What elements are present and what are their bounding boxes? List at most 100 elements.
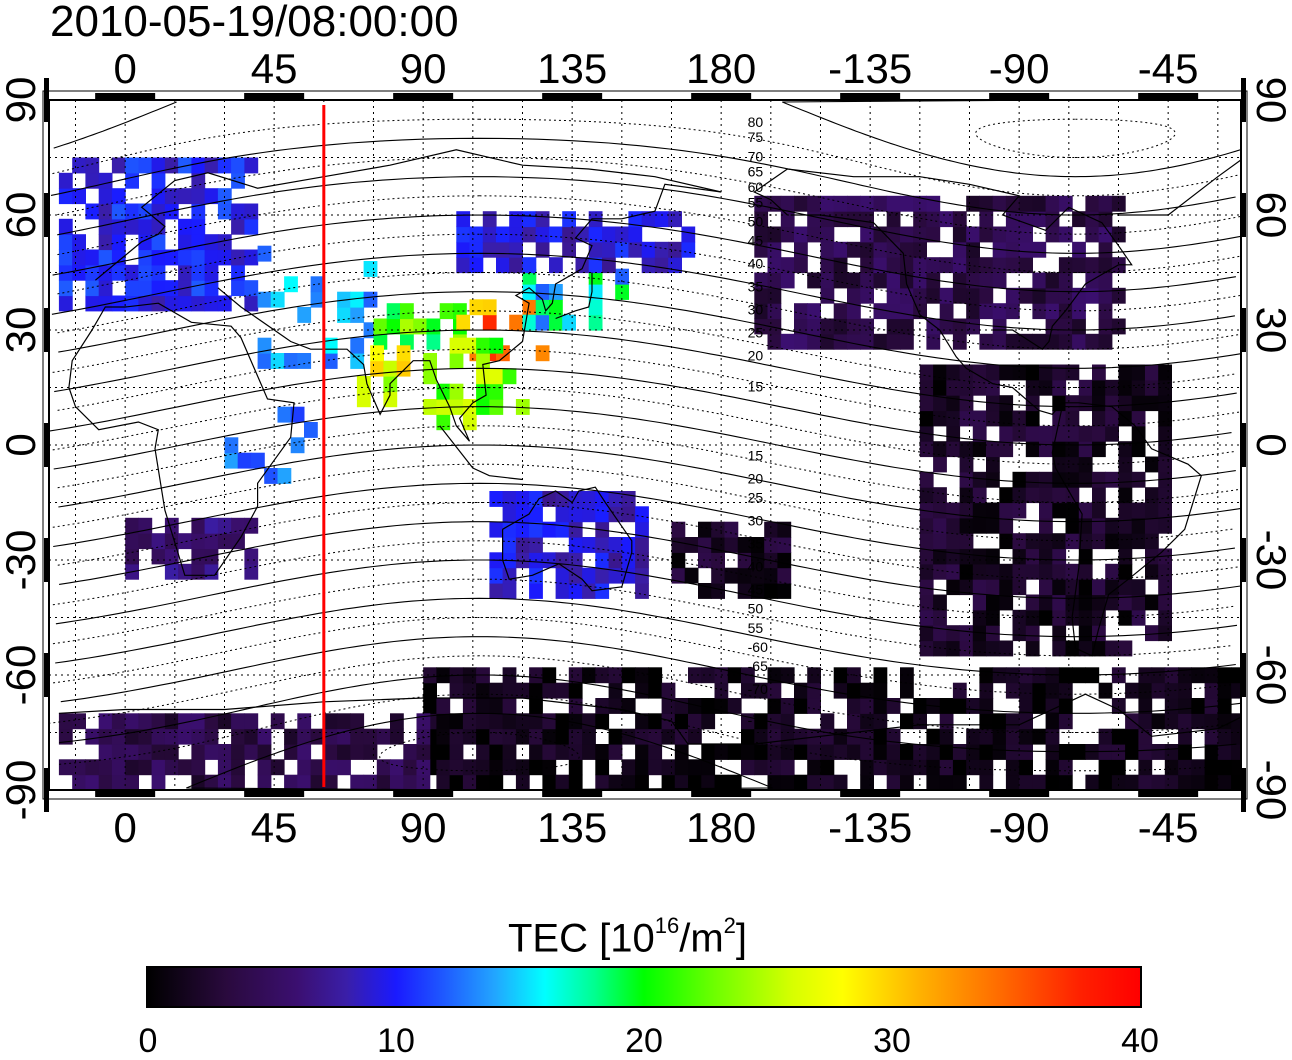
tec-cell: [125, 713, 139, 730]
tec-cell: [489, 682, 504, 699]
tec-cell: [1058, 759, 1073, 776]
tec-cell: [191, 517, 206, 534]
top-tick-bar: [393, 93, 454, 99]
tec-cell: [456, 314, 471, 331]
tec-cell: [1032, 728, 1047, 745]
tec-cell: [1045, 195, 1060, 212]
tec-cell: [979, 257, 994, 274]
tec-cell: [959, 563, 974, 580]
tec-cell: [1078, 640, 1093, 657]
tec-cell: [164, 280, 179, 297]
tec-cell: [568, 521, 583, 538]
tec-cell: [919, 563, 934, 580]
tec-cell: [833, 257, 848, 274]
tec-cell: [529, 537, 543, 553]
tec-cell: [807, 774, 821, 790]
tec-cell: [1052, 594, 1067, 611]
tec-cell: [535, 211, 550, 228]
tec-cell: [373, 318, 388, 335]
tec-cell: [952, 241, 967, 258]
bottom-tick-bar: [840, 791, 901, 797]
tec-cell: [85, 172, 100, 189]
left-tick-bar: [44, 653, 49, 697]
tec-cell: [125, 280, 139, 297]
tec-cell: [555, 713, 570, 730]
tec-cell: [860, 287, 874, 304]
tec-cell: [1045, 759, 1060, 776]
tec-cell: [1005, 257, 1020, 274]
tec-cell: [204, 774, 219, 790]
left-tick-bar: [44, 768, 49, 812]
tec-cell: [1191, 759, 1206, 776]
tec-cell: [277, 406, 292, 423]
tec-cell: [1052, 364, 1067, 381]
tec-cell: [1058, 287, 1073, 304]
tec-cell: [151, 533, 166, 550]
tec-cell: [1138, 759, 1153, 776]
tec-cell: [886, 241, 901, 258]
tec-cell: [396, 360, 411, 377]
tec-cell: [1138, 667, 1153, 684]
tec-cell: [764, 583, 778, 599]
tec-cell: [1191, 698, 1206, 714]
tec-cell: [191, 172, 206, 189]
tec-cell: [654, 241, 669, 258]
tec-cell: [727, 698, 742, 714]
tec-cell: [777, 537, 792, 553]
tec-cell: [900, 667, 914, 684]
contour-label: 65: [748, 164, 764, 180]
tec-cell: [886, 303, 901, 320]
tec-cell: [847, 287, 861, 304]
tec-cell: [231, 249, 245, 266]
coastline: [502, 486, 633, 592]
tec-cell: [383, 360, 398, 377]
tec-cell: [284, 728, 298, 745]
tec-cell: [1131, 425, 1146, 442]
tec-cell: [1118, 517, 1133, 534]
tec-cell: [1039, 471, 1053, 488]
tec-cell: [992, 744, 1007, 760]
tec-cell: [833, 728, 848, 745]
tec-cell: [191, 234, 206, 251]
tec-cell: [741, 728, 755, 745]
tec-cell: [972, 471, 987, 488]
tec-cell: [807, 667, 821, 684]
tec-cell: [125, 774, 139, 790]
tec-cell: [1098, 195, 1113, 212]
tec-cell: [555, 521, 570, 538]
tec-cell: [688, 713, 702, 730]
tec-cell: [1065, 441, 1080, 458]
tec-cell: [615, 284, 629, 300]
tec-cell: [1065, 517, 1080, 534]
tec-cell: [595, 698, 610, 714]
tec-cell: [204, 280, 219, 297]
tec-cell: [1012, 487, 1027, 504]
coastline: [555, 272, 593, 320]
tec-cell: [138, 280, 153, 297]
tec-cell: [972, 364, 987, 381]
tec-cell: [1105, 640, 1119, 657]
tec-cell: [151, 280, 166, 297]
contour-label: 40: [748, 559, 764, 575]
tec-cell: [933, 563, 947, 580]
tec-cell: [1151, 774, 1166, 790]
right-lat-tick-label: 0: [1248, 433, 1292, 456]
tec-cell: [257, 728, 272, 745]
tec-cell: [714, 744, 729, 760]
tec-cell: [482, 226, 497, 243]
tec-cell: [886, 211, 901, 228]
tec-cell: [999, 533, 1014, 550]
tec-cell: [515, 682, 530, 699]
tec-cell: [621, 491, 636, 507]
top-tick-bar: [989, 93, 1050, 99]
tec-cell: [727, 744, 742, 760]
tec-cell: [741, 744, 755, 760]
tec-cell: [952, 257, 967, 274]
contour-label: 50: [748, 601, 764, 617]
tec-cell: [847, 318, 861, 335]
tec-cell: [1039, 579, 1053, 596]
tec-cell: [502, 698, 517, 714]
tec-cell: [529, 583, 543, 599]
tec-cell: [1092, 425, 1106, 442]
magnetic-contour: [51, 310, 1235, 388]
